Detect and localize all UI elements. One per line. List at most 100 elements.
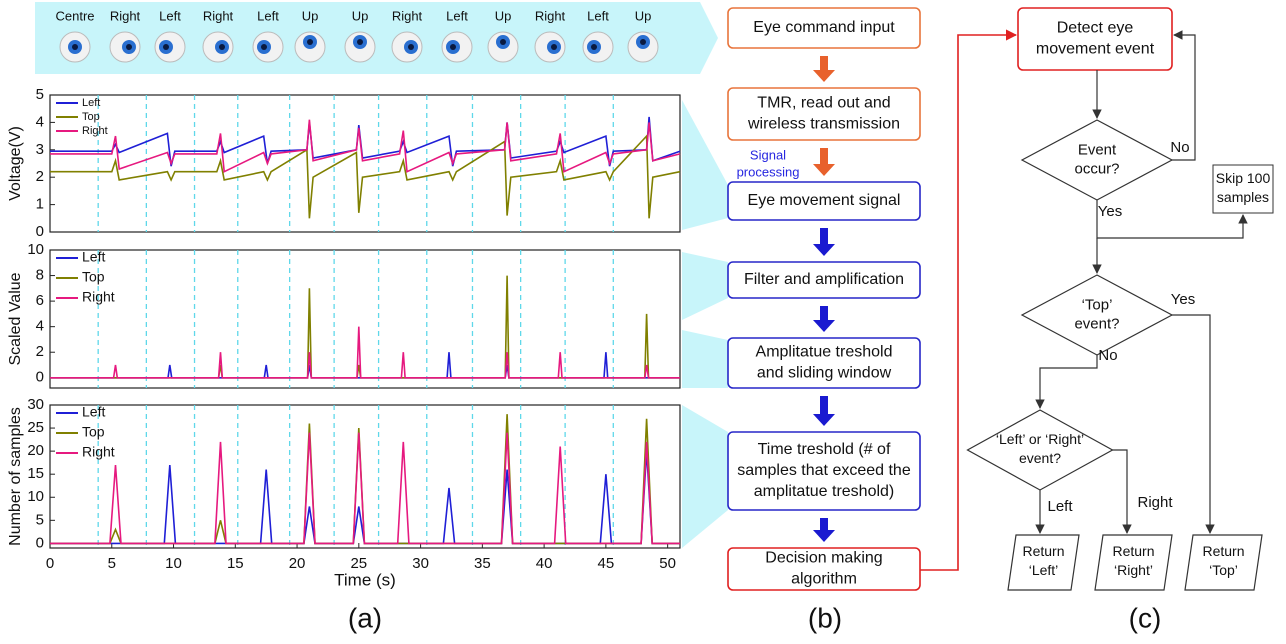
y-tick-label: 10 — [27, 488, 44, 505]
eye-pupil — [357, 39, 363, 45]
y-tick-label: 0 — [36, 223, 44, 240]
link-wedge — [682, 252, 728, 320]
flow-arrow — [813, 148, 835, 176]
diamond-text: event? — [1074, 315, 1119, 332]
series-line — [50, 432, 680, 545]
box-text: amplitatue treshold) — [754, 483, 895, 500]
y-tick-label: 2 — [36, 168, 44, 185]
eye-label: Up — [352, 8, 369, 23]
start-box — [1017, 7, 1173, 71]
box-text: Decision making — [765, 550, 882, 567]
legend-label: Left — [82, 97, 100, 109]
eye-label: Right — [203, 8, 234, 23]
eye-label: Left — [587, 8, 609, 23]
flow-arrow — [813, 56, 835, 82]
y-tick-label: 30 — [27, 396, 44, 413]
legend-label: Top — [82, 424, 105, 440]
y-tick-label: 3 — [36, 141, 44, 158]
legend-label: Right — [82, 125, 108, 137]
eye-label: Centre — [55, 8, 94, 23]
eye-label: Left — [446, 8, 468, 23]
y-tick-label: 4 — [36, 113, 44, 130]
legend-label: Left — [82, 404, 105, 420]
process-box — [727, 337, 921, 389]
box-text: Skip 100 — [1216, 170, 1271, 186]
y-tick-label: 25 — [27, 419, 44, 436]
output-shape — [1184, 534, 1263, 591]
box-text: movement event — [1036, 41, 1155, 58]
link-wedge — [682, 100, 728, 230]
box-text: Time treshold (# of — [758, 441, 891, 458]
x-tick-label: 45 — [598, 555, 615, 572]
flow-arrow — [813, 396, 835, 426]
box-text: TMR, read out and — [757, 95, 890, 112]
side-note: Signal — [750, 147, 786, 162]
box-text: Return — [1202, 543, 1244, 559]
legend-label: Top — [82, 269, 105, 285]
y-tick-label: 1 — [36, 196, 44, 213]
plot-area — [49, 249, 681, 389]
eye-pupil — [163, 44, 169, 50]
diamond-text: event? — [1019, 450, 1061, 466]
eye-pupil — [450, 44, 456, 50]
process-box — [727, 547, 921, 591]
series-line — [50, 326, 680, 379]
branch-label: Left — [1047, 498, 1073, 515]
y-axis-label: Number of samples — [7, 407, 24, 546]
eye-pupil — [219, 44, 225, 50]
process-box — [727, 87, 921, 141]
eye-pupil — [591, 44, 597, 50]
eye-pupil — [500, 39, 506, 45]
eye-label: Right — [535, 8, 566, 23]
eye-pupil — [72, 44, 78, 50]
y-tick-label: 4 — [36, 318, 44, 335]
box-text: samples that exceed the — [737, 462, 911, 479]
x-tick-label: 20 — [289, 555, 306, 572]
diamond-text: occur? — [1074, 160, 1119, 177]
eye-pupil — [307, 39, 313, 45]
box-text: and sliding window — [757, 365, 892, 382]
process-box — [727, 7, 921, 49]
y-tick-label: 20 — [27, 442, 44, 459]
link-wedge — [682, 330, 728, 388]
x-tick-label: 35 — [474, 555, 491, 572]
branch-label: No — [1170, 139, 1189, 156]
y-tick-label: 6 — [36, 292, 44, 309]
box-text: Return — [1022, 543, 1064, 559]
eye-label: Left — [159, 8, 181, 23]
y-tick-label: 15 — [27, 465, 44, 482]
eye-pupil — [126, 44, 132, 50]
connector — [1035, 355, 1098, 409]
skip-box — [1212, 164, 1274, 214]
eye-label: Right — [392, 8, 423, 23]
process-box — [727, 181, 921, 221]
eye-label: Up — [495, 8, 512, 23]
legend-label: Top — [82, 111, 100, 123]
series-line — [50, 119, 681, 173]
connector — [1096, 200, 1248, 239]
y-tick-label: 2 — [36, 343, 44, 360]
series-line — [50, 134, 681, 219]
x-tick-label: 50 — [659, 555, 676, 572]
box-text: Detect eye — [1057, 20, 1134, 37]
legend-label: Right — [82, 289, 115, 305]
process-box — [727, 261, 921, 299]
box-text: ‘Right’ — [1114, 562, 1153, 578]
branch-label: No — [1098, 347, 1117, 364]
eye-label: Left — [257, 8, 279, 23]
connector — [1172, 30, 1196, 161]
y-tick-label: 5 — [36, 86, 44, 103]
diamond-text: Event — [1078, 141, 1117, 158]
connector — [1172, 314, 1215, 534]
legend-label: Right — [82, 444, 115, 460]
panel-label: (b) — [808, 602, 842, 633]
box-text: Eye command input — [753, 19, 895, 36]
link-wedge — [682, 405, 728, 548]
connector — [1112, 449, 1132, 534]
x-tick-label: 10 — [165, 555, 182, 572]
eye-pupil — [408, 44, 414, 50]
diamond-text: ‘Top’ — [1082, 296, 1113, 313]
x-tick-label: 15 — [227, 555, 244, 572]
